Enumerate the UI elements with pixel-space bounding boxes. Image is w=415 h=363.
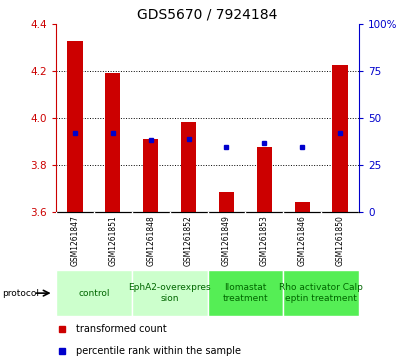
Title: GDS5670 / 7924184: GDS5670 / 7924184 bbox=[137, 7, 278, 21]
Bar bbox=[208, 270, 283, 316]
Bar bbox=[283, 270, 359, 316]
Text: GSM1261851: GSM1261851 bbox=[108, 215, 117, 266]
Text: Rho activator Calp
eptin treatment: Rho activator Calp eptin treatment bbox=[279, 284, 363, 303]
Bar bbox=[181, 122, 196, 212]
Bar bbox=[143, 139, 158, 212]
Text: GSM1261847: GSM1261847 bbox=[71, 215, 79, 266]
Bar bbox=[56, 270, 132, 316]
Bar bbox=[332, 65, 348, 212]
Bar bbox=[257, 147, 272, 212]
Bar bbox=[105, 73, 120, 212]
Bar bbox=[132, 270, 208, 316]
Bar bbox=[67, 41, 83, 212]
Text: percentile rank within the sample: percentile rank within the sample bbox=[76, 346, 241, 356]
Text: GSM1261852: GSM1261852 bbox=[184, 215, 193, 266]
Text: control: control bbox=[78, 289, 110, 298]
Text: GSM1261850: GSM1261850 bbox=[336, 215, 344, 266]
Text: GSM1261846: GSM1261846 bbox=[298, 215, 307, 266]
Text: GSM1261848: GSM1261848 bbox=[146, 215, 155, 266]
Text: GSM1261853: GSM1261853 bbox=[260, 215, 269, 266]
Text: EphA2-overexpres
sion: EphA2-overexpres sion bbox=[128, 284, 211, 303]
Text: Ilomastat
treatment: Ilomastat treatment bbox=[222, 284, 268, 303]
Bar bbox=[295, 202, 310, 212]
Text: transformed count: transformed count bbox=[76, 324, 166, 334]
Bar bbox=[219, 192, 234, 212]
Text: protocol: protocol bbox=[2, 289, 39, 298]
Text: GSM1261849: GSM1261849 bbox=[222, 215, 231, 266]
